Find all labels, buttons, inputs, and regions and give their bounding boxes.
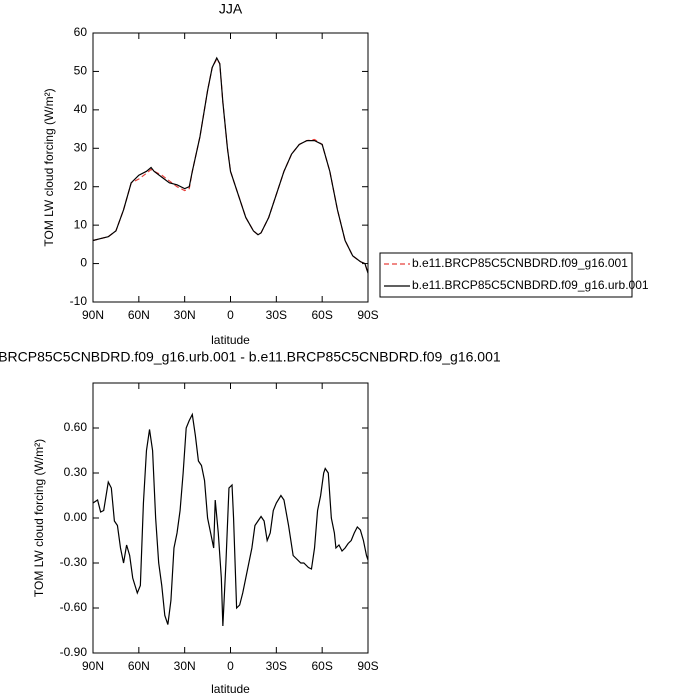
y-axis-label: TOM LW cloud forcing (W/m²): [32, 439, 46, 597]
series-line: [92, 57, 369, 274]
y-axis-label: TOM LW cloud forcing (W/m²): [42, 88, 56, 246]
y-tick-label: 20: [74, 179, 88, 193]
series-line: [92, 56, 369, 274]
y-tick-label: 0: [80, 256, 87, 270]
x-tick-label: 60N: [128, 308, 150, 322]
series-line: [92, 412, 369, 627]
x-tick-label: 30S: [266, 308, 287, 322]
chart-title: JJA: [219, 1, 243, 17]
y-tick-label: 40: [74, 102, 88, 116]
x-axis-label: latitude: [211, 682, 250, 696]
y-tick-label: 50: [74, 64, 88, 78]
y-tick-label: 60: [74, 25, 88, 39]
plot-frame: [92, 382, 369, 654]
plot-frame: [92, 32, 369, 303]
x-tick-label: 30N: [174, 659, 196, 673]
y-tick-label: -0.90: [60, 645, 88, 659]
chart-title: b.e11.BRCP85C5CNBDRD.f09_g16.urb.001 - b…: [0, 349, 501, 365]
x-tick-label: 0: [227, 308, 234, 322]
y-tick-label: -0.30: [60, 555, 88, 569]
x-tick-label: 0: [227, 659, 234, 673]
y-tick-label: 10: [74, 217, 88, 231]
y-tick-label: 0.60: [64, 420, 88, 434]
y-tick-label: -0.60: [60, 600, 88, 614]
x-tick-label: 30N: [174, 308, 196, 322]
x-axis-label: latitude: [211, 333, 250, 347]
x-tick-label: 60S: [311, 659, 332, 673]
y-tick-label: 0.00: [64, 510, 88, 524]
x-tick-label: 90N: [82, 308, 104, 322]
x-tick-label: 60S: [311, 308, 332, 322]
y-tick-label: -10: [70, 294, 88, 308]
y-tick-label: 30: [74, 140, 88, 154]
x-tick-label: 60N: [128, 659, 150, 673]
x-tick-label: 90S: [357, 308, 378, 322]
legend-label: b.e11.BRCP85C5CNBDRD.f09_g16.001: [412, 256, 628, 270]
y-tick-label: 0.30: [64, 465, 88, 479]
x-tick-label: 30S: [266, 659, 287, 673]
x-tick-label: 90S: [357, 659, 378, 673]
legend-box: [379, 252, 633, 298]
x-tick-label: 90N: [82, 659, 104, 673]
legend-label: b.e11.BRCP85C5CNBDRD.f09_g16.urb.001: [412, 278, 649, 292]
